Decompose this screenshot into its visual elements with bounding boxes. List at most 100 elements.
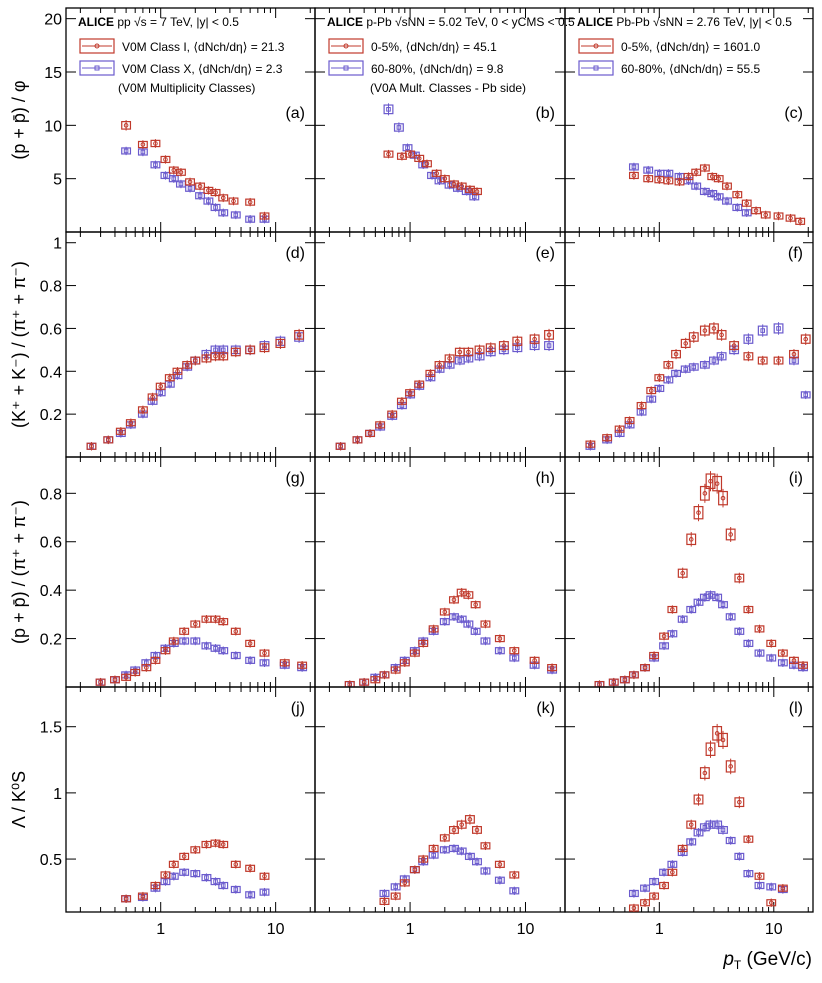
high-mult-point: [763, 212, 769, 218]
high-mult-point: [377, 422, 383, 428]
high-mult-point: [338, 443, 343, 449]
panel-label: (l): [789, 700, 803, 717]
low-mult-point: [702, 189, 708, 194]
y-tick-label: 15: [44, 65, 62, 82]
x-tick-label: 10: [267, 921, 285, 938]
high-mult-point: [204, 356, 209, 361]
high-mult-point: [220, 195, 226, 201]
low-mult-point: [262, 660, 267, 666]
high-mult-point: [631, 672, 637, 678]
low-mult-point: [666, 171, 671, 176]
high-mult-point: [178, 169, 184, 175]
high-mult-point: [399, 153, 405, 159]
high-mult-point: [231, 198, 236, 204]
high-mult-point: [731, 343, 737, 348]
low-mult-point: [206, 198, 211, 204]
high-mult-point: [167, 375, 173, 381]
low-mult-point: [247, 658, 253, 663]
low-mult-point: [657, 386, 662, 391]
legend-label: 60-80%, ⟨dNch/dη⟩ = 9.8: [371, 62, 504, 76]
high-mult-point: [140, 407, 146, 413]
y-tick-label: 0.2: [40, 407, 62, 424]
high-mult-point: [719, 332, 724, 338]
legend-swatch: [79, 60, 115, 76]
low-mult-point: [233, 653, 239, 658]
y-tick-label: 1.5: [40, 720, 62, 737]
x-axis-label: pT (GeV/c): [722, 949, 812, 972]
high-mult-point: [367, 431, 373, 436]
high-mult-point: [89, 443, 94, 449]
low-mult-point: [140, 149, 146, 155]
high-mult-point: [247, 199, 253, 205]
high-mult-point: [299, 662, 305, 668]
high-mult-point: [651, 893, 657, 899]
low-mult-point: [467, 854, 473, 859]
high-mult-point: [282, 660, 288, 666]
high-mult-point: [753, 208, 759, 213]
high-mult-point: [447, 356, 452, 361]
panel-e: (e): [314, 231, 566, 458]
high-mult-point: [163, 648, 168, 653]
low-mult-point: [651, 879, 657, 884]
panel-label: (k): [536, 700, 555, 717]
high-mult-point: [412, 867, 418, 872]
high-mult-point: [233, 862, 239, 867]
high-mult-point: [144, 665, 149, 670]
high-mult-point: [702, 491, 708, 496]
high-mult-point: [193, 358, 198, 363]
panel-d: 0.2 0.4 0.6 0.8 1 (d): [40, 231, 316, 458]
low-mult-point: [511, 888, 517, 894]
high-mult-point: [393, 667, 398, 673]
legend-entry: 60-80%, ⟨dNch/dη⟩ = 55.5: [578, 60, 760, 76]
low-mult-point: [171, 873, 177, 879]
high-mult-point: [262, 213, 267, 219]
high-mult-point: [132, 670, 138, 675]
high-mult-point: [459, 822, 464, 827]
high-mult-point: [661, 633, 667, 639]
high-mult-point: [532, 336, 537, 342]
high-mult-point: [645, 176, 651, 181]
low-mult-point: [728, 614, 733, 620]
low-mult-point: [724, 198, 730, 204]
high-mult-point: [220, 353, 226, 359]
low-mult-point: [197, 193, 203, 199]
panel-frame: [65, 231, 316, 458]
y-axis-label: (K⁺ + K⁻) / (π⁺ + π⁻): [9, 261, 29, 428]
high-mult-point: [466, 592, 471, 598]
panel-label: (j): [291, 700, 305, 717]
high-mult-point: [627, 418, 632, 423]
high-mult-point: [213, 840, 218, 846]
high-mult-point: [402, 660, 408, 666]
low-mult-point: [661, 643, 667, 649]
legend-swatch: [328, 60, 364, 76]
legend-entry: 0-5%, ⟨dNch/dη⟩ = 1601.0: [578, 38, 760, 54]
low-mult-point: [437, 178, 442, 184]
low-mult-point: [696, 599, 701, 605]
high-mult-point: [466, 349, 471, 355]
low-mult-point: [776, 326, 781, 331]
high-mult-point: [714, 481, 720, 486]
high-mult-point: [776, 358, 781, 363]
high-mult-point: [123, 123, 129, 128]
panel-label: (h): [535, 470, 555, 487]
high-mult-point: [497, 636, 503, 641]
low-mult-point: [760, 328, 766, 333]
high-mult-point: [437, 362, 442, 368]
low-mult-point: [382, 891, 387, 896]
high-mult-point: [768, 641, 774, 646]
panel-frame: [314, 456, 566, 688]
low-mult-point: [666, 377, 671, 383]
legend-label: 60-80%, ⟨dNch/dη⟩ = 55.5: [621, 62, 760, 76]
y-tick-label: 1: [53, 236, 62, 253]
high-mult-point: [631, 905, 637, 911]
high-mult-point: [746, 607, 751, 612]
high-mult-point: [546, 332, 552, 338]
high-mult-point: [389, 411, 395, 417]
high-mult-point: [631, 173, 637, 178]
low-mult-point: [670, 862, 675, 867]
high-mult-point: [488, 345, 494, 351]
high-mult-point: [451, 597, 457, 603]
high-mult-point: [780, 650, 786, 656]
high-mult-point: [483, 621, 488, 627]
